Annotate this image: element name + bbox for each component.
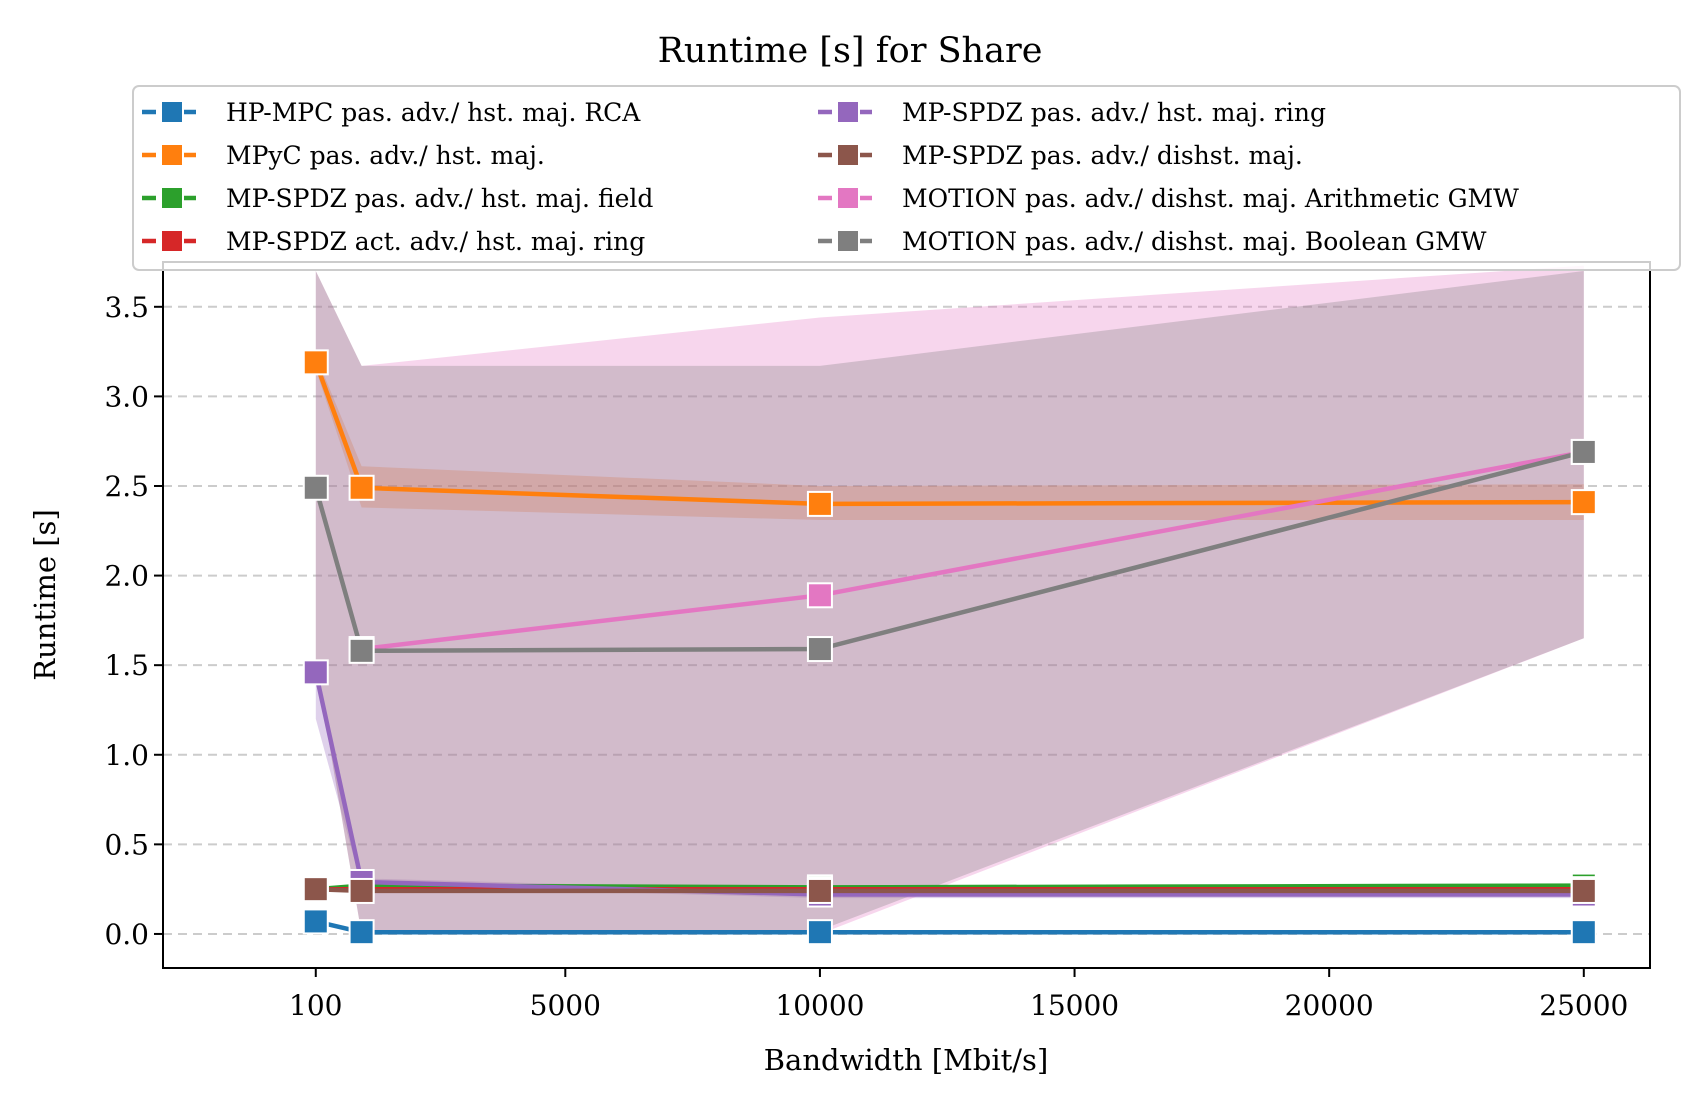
gridlines	[163, 305, 1650, 935]
data-point-marker	[1570, 877, 1597, 904]
series-line	[315, 886, 1584, 894]
y-tick-label: 0.0	[104, 918, 149, 951]
y-tick-label: 1.5	[104, 649, 149, 682]
series-line	[315, 919, 1584, 935]
data-point-marker	[348, 474, 375, 501]
legend-label: MP-SPDZ act. adv./ hst. maj. ring	[226, 227, 645, 256]
series-line	[313, 449, 1585, 654]
x-tick-label: 20000	[1285, 989, 1374, 1022]
y-axis-ticks: 0.0 0.5 1.0 1.5 2.0 2.5 3.0 3.5	[104, 291, 163, 951]
data-point-marker	[302, 876, 329, 903]
data-point-marker	[348, 637, 375, 664]
legend-label: HP-MPC pas. adv./ hst. maj. RCA	[226, 98, 641, 127]
x-tick-label: 100	[289, 989, 342, 1022]
y-tick-label: 0.5	[104, 828, 149, 861]
legend-handle-marker	[160, 229, 184, 253]
legend-label: MP-SPDZ pas. adv./ hst. maj. field	[226, 184, 653, 213]
legend-handle-marker	[836, 143, 860, 167]
data-point-marker	[302, 349, 329, 376]
y-tick-label: 3.5	[104, 291, 149, 324]
data-point-marker	[1570, 919, 1597, 946]
legend-handle-marker	[160, 186, 184, 210]
error-band	[315, 355, 1584, 520]
data-point-marker	[1570, 489, 1597, 516]
data-point-marker	[806, 582, 833, 609]
legend-label: MP-SPDZ pas. adv./ dishst. maj.	[902, 141, 1303, 170]
legend-label: MOTION pas. adv./ dishst. maj. Arithmeti…	[902, 184, 1519, 213]
data-point-marker	[302, 659, 329, 686]
error-band	[315, 271, 1584, 934]
x-tick-label: 25000	[1539, 989, 1628, 1022]
data-point-marker	[1570, 438, 1597, 465]
data-point-marker	[806, 636, 833, 663]
data-point-marker	[302, 474, 329, 501]
data-point-marker	[806, 490, 833, 517]
legend: HP-MPC pas. adv./ hst. maj. RCA MPyC pas.…	[132, 85, 1681, 271]
series-markers	[302, 349, 1597, 946]
legend-label: MP-SPDZ pas. adv./ hst. maj. ring	[902, 98, 1326, 127]
x-tick-label: 10000	[775, 989, 864, 1022]
y-tick-label: 2.5	[104, 470, 149, 503]
x-tick-label: 15000	[1030, 989, 1119, 1022]
data-point-marker	[348, 877, 375, 904]
legend-handle-marker	[836, 100, 860, 124]
series-line	[313, 671, 1584, 897]
error-bands	[315, 265, 1584, 935]
data-point-marker	[806, 877, 833, 904]
y-tick-label: 3.0	[104, 380, 149, 413]
data-point-marker	[348, 919, 375, 946]
error-band	[315, 265, 1584, 935]
y-axis-label: Runtime [s]	[28, 509, 62, 681]
x-axis-ticks: 100 5000 10000 15000 20000 25000	[289, 968, 1628, 1022]
y-tick-label: 2.0	[104, 560, 149, 593]
chart-title: Runtime [s] for Share	[658, 31, 1043, 71]
data-point-marker	[806, 919, 833, 946]
y-tick-label: 1.0	[104, 739, 149, 772]
legend-label: MOTION pas. adv./ dishst. maj. Boolean G…	[902, 227, 1487, 256]
series-line	[313, 361, 1584, 507]
legend-handle-marker	[160, 100, 184, 124]
legend-handle-marker	[160, 143, 184, 167]
legend-label: MPyC pas. adv./ hst. maj.	[226, 141, 545, 170]
legend-handle-marker	[836, 186, 860, 210]
legend-box	[132, 85, 1681, 271]
x-tick-label: 5000	[530, 989, 601, 1022]
data-point-marker	[302, 908, 329, 935]
x-axis-label: Bandwidth [Mbit/s]	[764, 1043, 1049, 1077]
legend-handle-marker	[836, 229, 860, 253]
